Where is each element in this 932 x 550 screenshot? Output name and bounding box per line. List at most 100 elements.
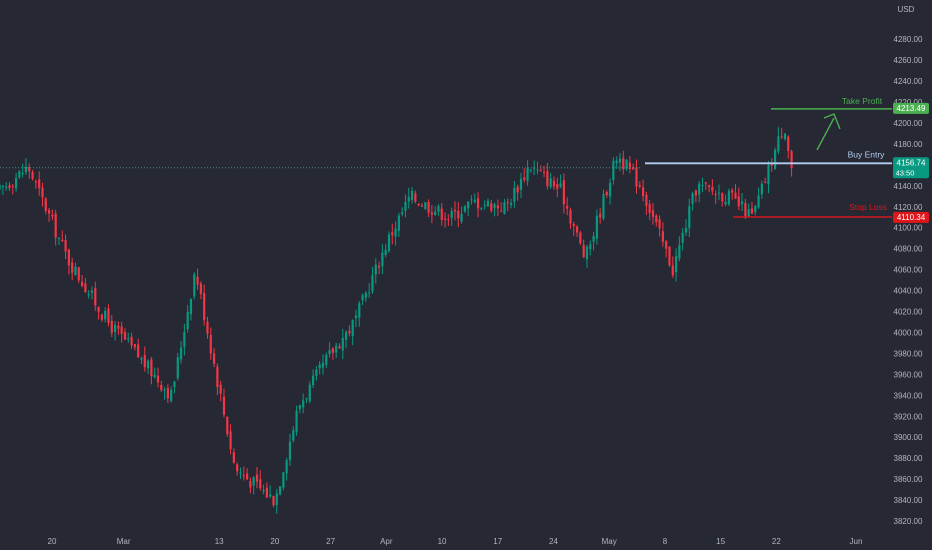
candle-body (516, 186, 519, 193)
candle-body (608, 182, 612, 197)
x-tick-label: Mar (117, 537, 131, 546)
y-tick-label: 4100.00 (894, 224, 923, 233)
candle-body (358, 303, 361, 318)
candle-body (701, 184, 704, 186)
candle-body (229, 431, 232, 450)
candle-body (67, 249, 70, 266)
candle-body (681, 232, 684, 243)
candle-body (242, 475, 245, 477)
candle-body (648, 203, 651, 213)
candle-body (651, 210, 655, 217)
y-tick-label: 4020.00 (894, 308, 923, 317)
candle-body (315, 369, 318, 376)
candle-body (473, 199, 476, 203)
candle-body (711, 187, 714, 192)
candle-body (684, 228, 688, 233)
candle-body (236, 464, 239, 472)
candle-body (71, 262, 74, 273)
candle-body (51, 214, 54, 217)
candle-body (90, 290, 94, 293)
candle-body (384, 249, 387, 256)
y-tick-label: 3940.00 (894, 391, 923, 400)
candle-body (285, 460, 288, 474)
candle-body (226, 416, 229, 435)
candle-body (678, 245, 681, 259)
candle-body (721, 193, 724, 202)
candle-body (117, 325, 120, 329)
candle-body (450, 210, 453, 219)
candle-body (407, 197, 410, 202)
currency-label: USD (898, 5, 915, 14)
candle-body (605, 192, 608, 196)
candle-body (447, 219, 450, 221)
candle-body (262, 490, 265, 492)
candle-body (183, 331, 186, 347)
x-tick-label: 15 (716, 537, 725, 546)
candle-body (671, 265, 674, 276)
candle-body (562, 180, 565, 205)
candle-body (493, 204, 496, 208)
candle-body (443, 218, 447, 220)
candle-body (424, 202, 427, 209)
candle-body (546, 171, 549, 187)
candle-body (734, 192, 737, 199)
y-tick-label: 4080.00 (894, 245, 923, 254)
candle-body (239, 472, 242, 474)
y-tick-label: 4200.00 (894, 119, 923, 128)
candle-body (0, 184, 1, 190)
candle-body (143, 355, 146, 368)
candle-body (252, 477, 255, 486)
candle-body (767, 164, 770, 185)
candle-body (691, 193, 694, 204)
candle-body (777, 136, 780, 152)
candle-body (163, 389, 166, 391)
candle-body (529, 169, 532, 171)
candle-body (585, 246, 589, 260)
candle-body (790, 151, 793, 169)
candle-body (344, 331, 348, 340)
candle-body (490, 203, 493, 211)
candle-body (137, 344, 140, 358)
candlestick-series (0, 127, 793, 514)
candle-body (193, 274, 196, 297)
candle-body (203, 293, 206, 321)
candle-body (787, 136, 790, 151)
y-tick-label: 4140.00 (894, 182, 923, 191)
candle-body (308, 384, 311, 402)
candle-body (97, 306, 100, 312)
y-tick-label: 3920.00 (894, 412, 923, 421)
candle-body (150, 359, 153, 377)
candle-body (80, 281, 84, 287)
candle-body (615, 160, 618, 164)
candle-body (245, 473, 249, 480)
candle-body (206, 321, 209, 334)
candle-body (542, 172, 546, 174)
candle-body (566, 205, 569, 209)
x-tick-label: 27 (326, 537, 335, 546)
candle-body (506, 201, 509, 203)
candle-body (331, 348, 334, 353)
x-tick-label: 22 (772, 537, 781, 546)
candle-body (34, 181, 37, 183)
y-tick-label: 4280.00 (894, 35, 923, 44)
candle-body (28, 167, 31, 172)
candle-body (757, 195, 760, 208)
candle-body (575, 226, 579, 233)
x-tick-label: 17 (493, 537, 502, 546)
candle-body (559, 183, 562, 188)
candle-body (737, 196, 740, 207)
candle-body (31, 172, 34, 179)
candle-body (569, 210, 572, 224)
candle-body (61, 239, 64, 242)
take-profit-price: 4213.49 (897, 104, 926, 113)
candle-body (480, 207, 483, 209)
candle-body (311, 375, 315, 386)
candle-body (486, 200, 490, 207)
candle-body (476, 198, 480, 209)
candle-body (318, 364, 321, 369)
x-tick-label: 10 (438, 537, 447, 546)
candle-body (744, 203, 747, 217)
candle-body (434, 211, 437, 215)
